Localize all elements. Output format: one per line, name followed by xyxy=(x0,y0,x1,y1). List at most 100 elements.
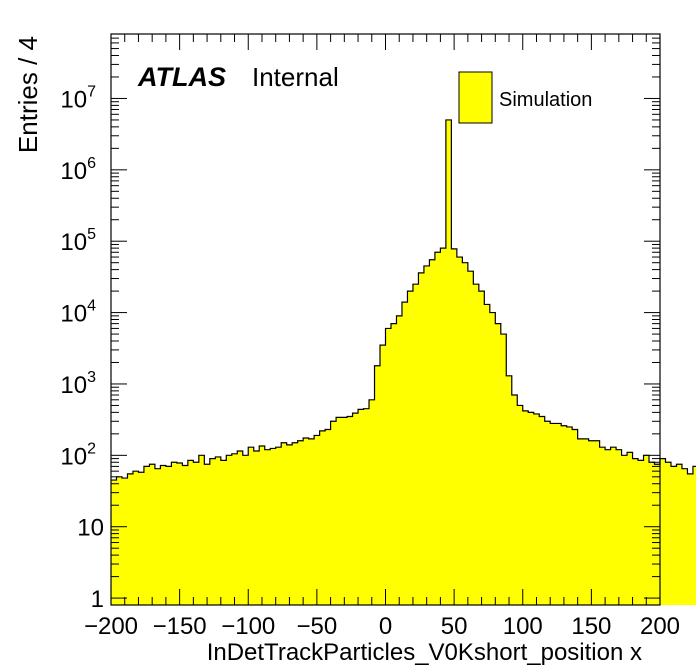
histogram-bar xyxy=(215,456,222,605)
histogram-bar xyxy=(632,458,639,605)
histogram-bar xyxy=(286,444,293,605)
histogram-bar xyxy=(638,460,644,605)
histogram-bar xyxy=(660,458,666,605)
histogram-bar xyxy=(440,248,447,605)
histogram-bar xyxy=(572,429,579,605)
histogram-bar xyxy=(577,438,584,605)
histogram-bar xyxy=(511,395,518,605)
x-tick-label: 200 xyxy=(640,613,680,640)
histogram-bar xyxy=(138,472,145,605)
histogram-bar xyxy=(539,416,546,605)
y-tick-label: 10 xyxy=(77,515,104,542)
histogram-bar xyxy=(237,451,244,605)
histogram-bar xyxy=(171,462,178,605)
histogram-bar xyxy=(649,462,655,605)
histogram-bar xyxy=(434,252,441,606)
histogram-bar xyxy=(209,458,216,605)
x-tick-label: 0 xyxy=(379,613,392,640)
histogram-bar xyxy=(555,423,562,605)
histogram-bar xyxy=(242,455,249,605)
histogram-bar xyxy=(528,412,535,605)
histogram-bar xyxy=(418,272,425,605)
histogram-bar xyxy=(281,442,288,605)
x-tick-label: −100 xyxy=(221,613,275,640)
y-axis-label: Entries / 4 xyxy=(13,36,43,153)
histogram-bar xyxy=(193,462,200,605)
legend-label: Simulation xyxy=(499,89,592,111)
histogram-bar xyxy=(654,464,661,605)
histogram-bar xyxy=(204,464,211,605)
histogram-bar xyxy=(176,463,183,605)
histogram-bar xyxy=(610,447,617,605)
bars-group xyxy=(111,119,696,606)
histogram-bar xyxy=(341,417,348,605)
histogram-bar xyxy=(583,438,590,605)
y-tick-label: 107 xyxy=(60,83,96,113)
y-tick-label: 1 xyxy=(91,586,104,613)
x-tick-label: 150 xyxy=(571,613,611,640)
internal-label: Internal xyxy=(252,62,339,92)
histogram-bar xyxy=(231,453,238,605)
histogram-bar xyxy=(412,284,419,605)
histogram-bar xyxy=(407,291,414,605)
histogram-bar xyxy=(676,464,683,605)
x-tick-label: 100 xyxy=(503,613,543,640)
histogram-bar xyxy=(605,449,611,605)
histogram-bar xyxy=(401,302,408,605)
histogram-bar xyxy=(380,345,386,605)
histogram-bar xyxy=(390,323,397,605)
histogram-bar xyxy=(643,455,650,605)
histogram-bar xyxy=(566,426,573,605)
histogram-bar xyxy=(292,442,299,605)
histogram-bar xyxy=(594,440,601,605)
histogram-bar xyxy=(297,440,304,605)
histogram-bar xyxy=(165,466,172,605)
histogram-bar xyxy=(484,304,491,605)
histogram-bar xyxy=(456,257,463,605)
histogram-bar xyxy=(550,423,557,605)
y-tick-label: 105 xyxy=(60,226,96,256)
histogram-bar xyxy=(687,473,694,605)
histogram-bar xyxy=(347,416,353,605)
histogram-bar xyxy=(198,455,205,605)
histogram-bar xyxy=(374,365,381,605)
histogram-bar xyxy=(220,460,227,605)
histogram-bar xyxy=(182,465,189,605)
histogram-bar xyxy=(264,449,271,605)
histogram-bar xyxy=(522,410,529,605)
y-tick-label: 102 xyxy=(60,440,96,470)
histogram-bar xyxy=(352,413,359,605)
histogram-bar xyxy=(478,291,485,605)
x-ticks-group: −200 −150 −100 −50 0 50 100 150 200 xyxy=(84,34,680,640)
histogram-bar xyxy=(681,468,688,605)
histogram-bar xyxy=(544,421,551,605)
histogram-bar xyxy=(462,262,469,605)
x-tick-label: −150 xyxy=(153,613,207,640)
histogram-bar xyxy=(616,449,622,605)
histogram-bar xyxy=(358,409,364,605)
histogram-bar xyxy=(270,448,277,605)
histogram-bar xyxy=(451,248,458,605)
histogram-bar xyxy=(127,473,134,605)
histogram-bar xyxy=(160,465,167,605)
histogram-bar xyxy=(429,259,436,605)
histogram-bar xyxy=(319,430,326,605)
histogram-bar xyxy=(275,447,282,605)
histogram-bar xyxy=(226,455,233,605)
histogram-bar xyxy=(621,455,628,605)
x-tick-label: 50 xyxy=(441,613,468,640)
histogram-bar xyxy=(396,315,403,605)
histogram-bar xyxy=(670,466,677,605)
histogram-bar xyxy=(187,460,194,605)
histogram-bar xyxy=(423,265,430,605)
histogram-bar xyxy=(500,334,507,605)
histogram-bar xyxy=(489,312,496,605)
histogram-bar xyxy=(369,399,375,605)
histogram-bar xyxy=(692,466,696,605)
histogram-bar xyxy=(259,446,266,605)
histogram-bar xyxy=(473,284,480,605)
legend-swatch xyxy=(458,71,493,124)
histogram-bar xyxy=(665,462,672,605)
